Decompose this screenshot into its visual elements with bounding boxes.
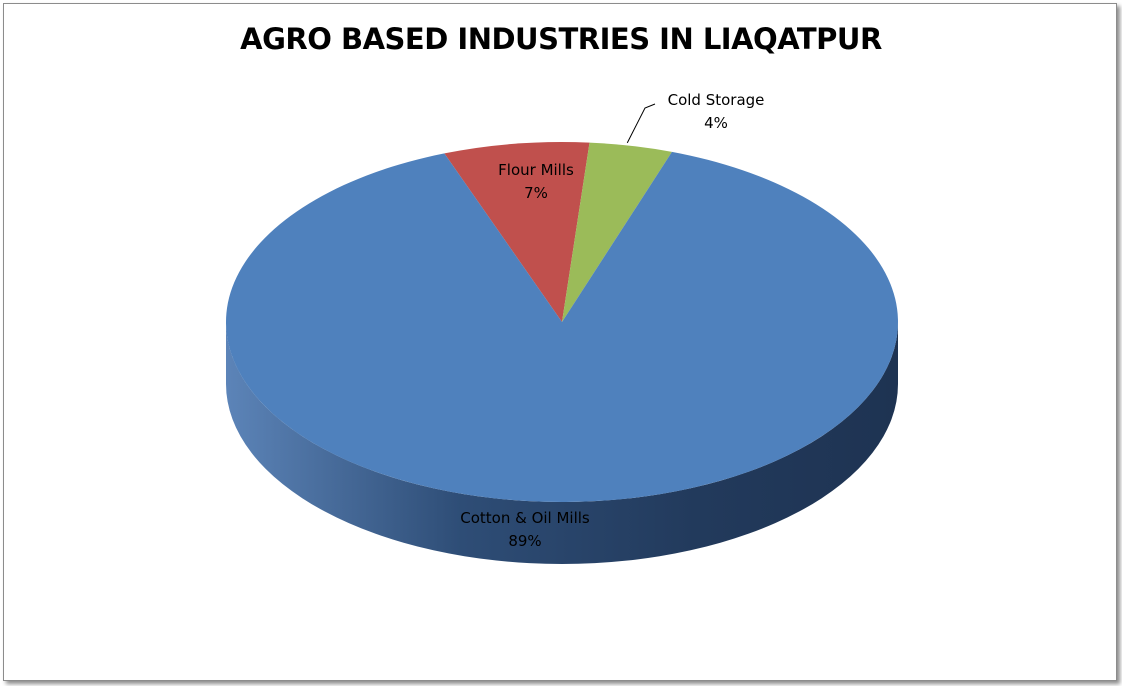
leader-line-cold-storage xyxy=(626,103,656,144)
data-label-flour-mills-percent: 7% xyxy=(524,184,548,202)
data-label-cold-storage-name: Cold Storage xyxy=(668,91,765,109)
data-label-cold-storage-percent: 4% xyxy=(704,114,728,132)
pie-side-wall xyxy=(226,322,898,564)
data-label-flour-mills-name: Flour Mills xyxy=(498,161,574,179)
data-label-cotton-oil-mills-name: Cotton & Oil Mills xyxy=(460,509,590,527)
pie-slice-cold-storage xyxy=(562,142,672,322)
pie-slice-cotton-oil-mills xyxy=(225,151,898,503)
chart-title: AGRO BASED INDUSTRIES IN LIAQATPUR xyxy=(240,22,882,56)
data-label-cotton-oil-mills-percent: 89% xyxy=(508,532,541,550)
pie-slice-flour-mills xyxy=(444,142,590,322)
